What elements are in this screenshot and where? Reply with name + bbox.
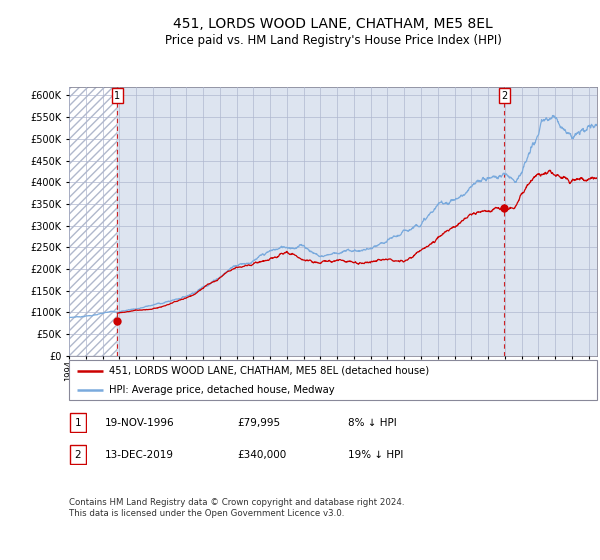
FancyBboxPatch shape bbox=[69, 360, 597, 400]
Text: 19% ↓ HPI: 19% ↓ HPI bbox=[348, 450, 403, 460]
Text: 19-NOV-1996: 19-NOV-1996 bbox=[105, 418, 175, 428]
Text: 8% ↓ HPI: 8% ↓ HPI bbox=[348, 418, 397, 428]
Text: 13-DEC-2019: 13-DEC-2019 bbox=[105, 450, 174, 460]
Text: £340,000: £340,000 bbox=[237, 450, 286, 460]
Text: 1: 1 bbox=[114, 91, 121, 101]
Text: 1: 1 bbox=[74, 418, 82, 428]
Text: HPI: Average price, detached house, Medway: HPI: Average price, detached house, Medw… bbox=[109, 385, 334, 395]
Text: Price paid vs. HM Land Registry's House Price Index (HPI): Price paid vs. HM Land Registry's House … bbox=[164, 34, 502, 46]
Text: 2: 2 bbox=[74, 450, 82, 460]
Text: 2: 2 bbox=[501, 91, 507, 101]
Text: £79,995: £79,995 bbox=[237, 418, 280, 428]
FancyBboxPatch shape bbox=[70, 445, 86, 464]
Text: Contains HM Land Registry data © Crown copyright and database right 2024.
This d: Contains HM Land Registry data © Crown c… bbox=[69, 498, 404, 518]
Text: 451, LORDS WOOD LANE, CHATHAM, ME5 8EL (detached house): 451, LORDS WOOD LANE, CHATHAM, ME5 8EL (… bbox=[109, 366, 429, 376]
Text: 451, LORDS WOOD LANE, CHATHAM, ME5 8EL: 451, LORDS WOOD LANE, CHATHAM, ME5 8EL bbox=[173, 17, 493, 31]
FancyBboxPatch shape bbox=[70, 413, 86, 432]
